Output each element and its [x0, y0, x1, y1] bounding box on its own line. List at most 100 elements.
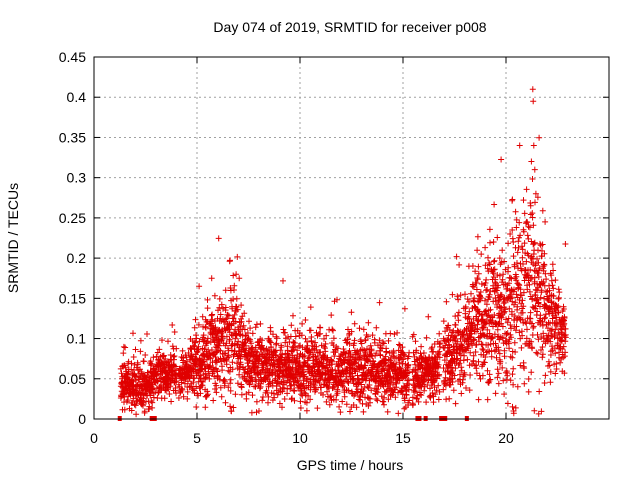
data-point: [527, 315, 534, 322]
data-point: [492, 340, 499, 347]
data-point: [467, 372, 474, 378]
data-point: [431, 384, 438, 391]
data-point: [493, 354, 500, 361]
data-point: [494, 282, 501, 289]
data-point: [483, 276, 490, 283]
data-point: [478, 251, 485, 258]
data-point: [303, 407, 310, 414]
data-point: [374, 397, 381, 404]
data-point: [206, 375, 213, 382]
data-point: [513, 291, 520, 298]
data-point: [477, 375, 484, 382]
data-point: [516, 142, 523, 149]
data-point: [373, 324, 380, 331]
data-point: [445, 322, 452, 329]
data-point: [452, 322, 459, 328]
data-point: [400, 351, 407, 358]
data-point: [482, 354, 489, 360]
data-point: [381, 394, 388, 401]
data-point: [204, 305, 211, 312]
data-point: [473, 362, 480, 369]
data-point: [529, 345, 536, 352]
data-point: [217, 347, 224, 354]
data-point: [457, 292, 464, 299]
data-point: [512, 299, 519, 306]
data-point: [556, 289, 563, 296]
data-point: [462, 303, 469, 310]
data-point: [487, 306, 494, 313]
data-point: [542, 314, 548, 321]
data-point: [524, 232, 531, 239]
data-point: [329, 326, 336, 333]
data-point: [195, 347, 202, 353]
data-point: [339, 398, 346, 405]
data-point: [525, 376, 532, 382]
data-point: [324, 388, 330, 395]
data-point: [339, 382, 346, 389]
data-point: [173, 375, 180, 382]
data-point: [279, 351, 286, 358]
data-point: [227, 376, 234, 383]
data-point: [232, 318, 239, 325]
data-point: [392, 394, 399, 401]
data-point: [281, 396, 288, 402]
data-point: [235, 338, 242, 345]
data-point: [260, 394, 266, 400]
x-tick-label: 10: [292, 430, 308, 446]
data-point: [547, 352, 554, 358]
data-point: [399, 344, 406, 351]
data-point: [395, 410, 402, 417]
data-point: [216, 342, 223, 349]
data-point: [509, 371, 516, 378]
data-point: [225, 354, 232, 361]
data-point: [500, 271, 507, 278]
data-point: [238, 302, 245, 309]
data-point: [519, 297, 526, 304]
data-point: [412, 338, 419, 345]
data-point: [286, 354, 293, 361]
data-point: [508, 325, 514, 332]
data-point: [369, 366, 376, 373]
data-point: [364, 333, 371, 340]
data-point: [465, 263, 472, 270]
data-point: [381, 401, 387, 408]
data-point: [511, 263, 518, 270]
axis-tick-labels: 0 0.05 0.1 0.15 0.2 0.25 0.3 0.35 0.4 0.45 0 5 10 15 2…: [59, 49, 514, 446]
data-point: [210, 397, 217, 404]
data-point: [312, 386, 319, 392]
data-point: [555, 303, 562, 310]
data-point: [430, 348, 437, 355]
data-point: [541, 261, 548, 268]
data-point: [387, 373, 394, 380]
data-point: [520, 261, 526, 267]
data-point: [303, 399, 310, 406]
data-point: [216, 304, 223, 311]
data-point: [551, 332, 558, 339]
data-point: [446, 344, 453, 351]
data-point: [228, 347, 235, 354]
data-point: [436, 348, 443, 355]
data-point: [154, 370, 161, 377]
data-point: [369, 332, 376, 339]
data-point: [245, 389, 252, 396]
data-point: [539, 354, 546, 361]
data-point: [365, 395, 372, 402]
data-point: [383, 348, 390, 355]
data-point: [473, 286, 480, 293]
data-point: [537, 312, 544, 319]
data-point: [436, 354, 443, 361]
data-point: [227, 380, 234, 387]
data-point: [508, 334, 515, 341]
data-point: [562, 349, 569, 356]
data-point: [531, 407, 538, 414]
data-point: [236, 344, 243, 351]
data-point: [412, 388, 419, 395]
data-point: [132, 373, 139, 380]
data-point: [351, 320, 358, 327]
data-point: [132, 377, 139, 384]
data-point: [377, 352, 384, 359]
data-point: [288, 382, 295, 389]
data-point: [192, 339, 199, 346]
data-point: [443, 353, 450, 360]
data-point: [467, 349, 474, 356]
